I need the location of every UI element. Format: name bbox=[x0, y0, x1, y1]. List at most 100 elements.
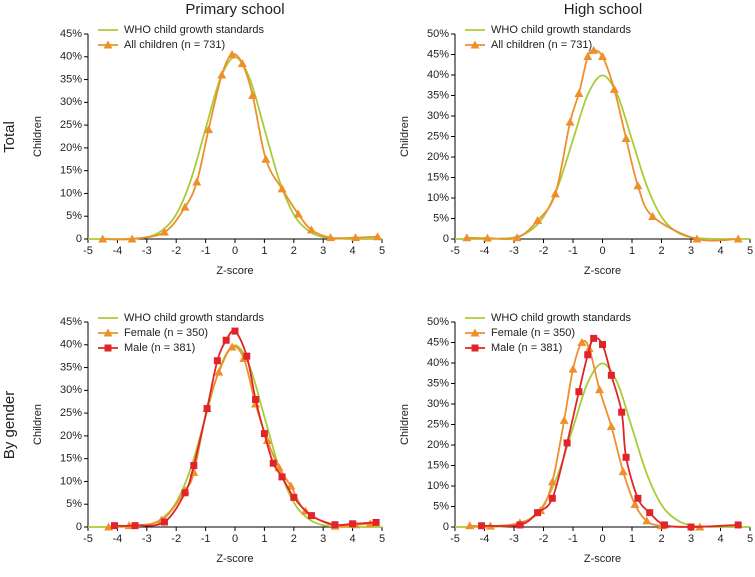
series-line bbox=[108, 345, 371, 528]
marker bbox=[470, 40, 480, 49]
marker bbox=[213, 357, 221, 365]
marker bbox=[243, 352, 251, 360]
x-tick-label: 3 bbox=[320, 245, 326, 257]
x-tick-label: 1 bbox=[261, 245, 267, 257]
y-tick-label: 30% bbox=[60, 384, 82, 396]
marker bbox=[214, 367, 224, 376]
marker bbox=[248, 91, 258, 99]
y-tick-label: 5% bbox=[433, 500, 449, 512]
series-line bbox=[455, 362, 750, 528]
y-tick-label: 10% bbox=[60, 187, 82, 199]
marker bbox=[606, 422, 616, 431]
marker bbox=[646, 509, 654, 517]
x-tick-label: -1 bbox=[201, 245, 211, 257]
series-line bbox=[481, 336, 739, 528]
marker bbox=[547, 477, 557, 486]
y-tick-label: 15% bbox=[60, 165, 82, 177]
x-tick-label: 5 bbox=[379, 533, 385, 545]
marker bbox=[563, 439, 571, 447]
x-tick-label: 4 bbox=[717, 245, 723, 257]
y-tick-label: 25% bbox=[60, 119, 82, 131]
y-tick-label: 45% bbox=[60, 316, 82, 328]
y-tick-label: 40% bbox=[60, 51, 82, 63]
marker bbox=[550, 189, 560, 198]
marker bbox=[622, 453, 630, 461]
row-label: Total bbox=[1, 121, 18, 153]
marker bbox=[227, 342, 237, 351]
y-tick-label: 25% bbox=[60, 407, 82, 419]
marker bbox=[465, 521, 475, 530]
y-axis-label: Children bbox=[399, 116, 411, 157]
marker bbox=[372, 518, 380, 526]
y-tick-label: 10% bbox=[427, 480, 449, 492]
x-axis-label: Z-score bbox=[584, 265, 621, 277]
marker bbox=[470, 328, 480, 337]
marker bbox=[595, 385, 605, 394]
y-tick-label: 30% bbox=[60, 96, 82, 108]
x-tick-label: -2 bbox=[171, 245, 181, 257]
x-tick-label: -2 bbox=[171, 533, 181, 545]
y-tick-label: 45% bbox=[60, 28, 82, 40]
marker bbox=[512, 233, 522, 242]
marker bbox=[159, 227, 169, 236]
marker bbox=[326, 233, 336, 242]
marker bbox=[190, 462, 198, 469]
marker bbox=[252, 395, 260, 403]
marker bbox=[237, 59, 247, 68]
x-tick-label: -2 bbox=[539, 533, 549, 545]
y-tick-label: 15% bbox=[427, 171, 449, 183]
y-tick-label: 0 bbox=[443, 521, 449, 533]
x-tick-label: 3 bbox=[688, 533, 694, 545]
marker bbox=[203, 405, 211, 413]
x-tick-label: 4 bbox=[717, 533, 723, 545]
marker bbox=[482, 233, 492, 242]
marker bbox=[104, 344, 112, 352]
legend-label: WHO child growth standards bbox=[491, 312, 631, 324]
row-label: By gender bbox=[1, 391, 18, 459]
marker bbox=[733, 234, 743, 243]
legend-label: Female (n = 350) bbox=[491, 327, 575, 339]
y-tick-label: 15% bbox=[60, 453, 82, 465]
marker bbox=[131, 522, 139, 530]
y-tick-label: 40% bbox=[60, 339, 82, 351]
y-tick-label: 30% bbox=[427, 110, 449, 122]
marker bbox=[534, 509, 542, 517]
y-tick-label: 10% bbox=[60, 475, 82, 487]
x-tick-label: -2 bbox=[539, 245, 549, 257]
x-tick-label: 3 bbox=[688, 245, 694, 257]
legend-label: WHO child growth standards bbox=[124, 312, 264, 324]
x-tick-label: -3 bbox=[142, 245, 152, 257]
marker bbox=[692, 234, 702, 243]
marker bbox=[648, 211, 658, 220]
marker bbox=[568, 364, 578, 373]
y-tick-label: 50% bbox=[427, 28, 449, 40]
marker bbox=[204, 125, 214, 134]
y-axis-label: Children bbox=[32, 404, 44, 445]
y-tick-label: 30% bbox=[427, 398, 449, 410]
y-tick-label: 20% bbox=[60, 430, 82, 442]
x-tick-label: 0 bbox=[599, 533, 605, 545]
x-tick-label: 5 bbox=[747, 533, 753, 545]
y-tick-label: 20% bbox=[60, 142, 82, 154]
marker bbox=[373, 232, 383, 241]
y-axis-label: Children bbox=[399, 404, 411, 445]
marker bbox=[180, 202, 190, 211]
marker bbox=[260, 430, 268, 438]
marker bbox=[293, 209, 303, 218]
x-tick-label: 3 bbox=[320, 533, 326, 545]
marker bbox=[599, 341, 606, 349]
marker bbox=[687, 523, 695, 531]
y-tick-label: 45% bbox=[427, 48, 449, 60]
y-tick-label: 35% bbox=[60, 73, 82, 85]
x-tick-label: -1 bbox=[568, 533, 578, 545]
marker bbox=[349, 520, 357, 528]
marker bbox=[227, 50, 237, 58]
marker bbox=[634, 494, 642, 502]
marker bbox=[609, 84, 619, 93]
y-axis-label: Children bbox=[32, 116, 44, 157]
marker bbox=[192, 177, 202, 186]
x-tick-label: -1 bbox=[201, 533, 211, 545]
marker bbox=[618, 408, 626, 416]
marker bbox=[277, 184, 287, 193]
